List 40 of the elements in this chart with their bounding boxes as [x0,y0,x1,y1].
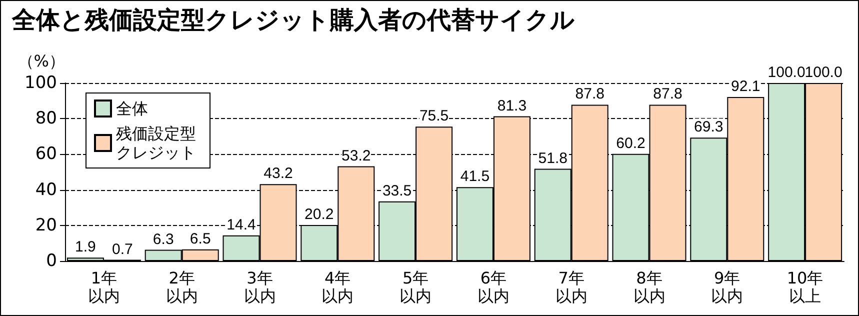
chart-title: 全体と残価設定型クレジット購入者の代替サイクル [11,6,575,34]
x-tick-label: 9年以内 [711,268,744,306]
y-tick-label: 0 [46,251,57,271]
data-label: 69.3 [694,118,724,136]
y-tick-label: 40 [35,180,57,200]
y-axis-title: （%） [18,52,65,70]
x-tick-label: 8年以内 [633,268,666,306]
data-label: 41.5 [460,168,490,186]
y-tick-label: 100 [24,73,57,93]
y-tick-label: 80 [35,108,57,129]
x-tick-label: 5年以内 [400,268,432,306]
data-label: 53.2 [342,147,371,164]
x-tick-label: 7年以内 [555,268,588,306]
data-label: 75.5 [419,108,449,125]
data-label: 33.5 [382,182,412,200]
data-label: 14.4 [226,216,256,234]
data-label: 43.2 [264,165,293,182]
data-label: 92.1 [731,78,760,96]
data-label: 100.0 [768,64,806,81]
data-label: 60.2 [616,134,646,152]
data-label: 87.8 [575,86,604,103]
data-label: 20.2 [304,206,334,224]
data-label: 1.9 [75,238,96,256]
x-tick-label: 6年以内 [477,268,510,306]
data-label: 0.7 [112,240,133,258]
data-label: 6.3 [152,230,174,248]
data-label: 51.8 [538,150,568,167]
x-tick-label: 10年以上 [786,268,824,306]
x-tick-label: 4年以内 [322,268,354,306]
y-tick-label: 20 [35,215,57,236]
x-tick-label: 3年以内 [244,268,276,306]
data-label: 87.8 [653,86,682,103]
data-label: 81.3 [497,97,527,114]
x-tick-label: 1年以内 [88,268,120,306]
data-label: 6.5 [190,230,211,248]
data-label: 100.0 [804,64,842,81]
legend-label: 残価設定型クレジット [116,124,196,162]
y-tick-label: 60 [35,144,57,164]
x-tick-label: 2年以内 [166,268,198,306]
legend-label: 全体 [116,99,148,118]
